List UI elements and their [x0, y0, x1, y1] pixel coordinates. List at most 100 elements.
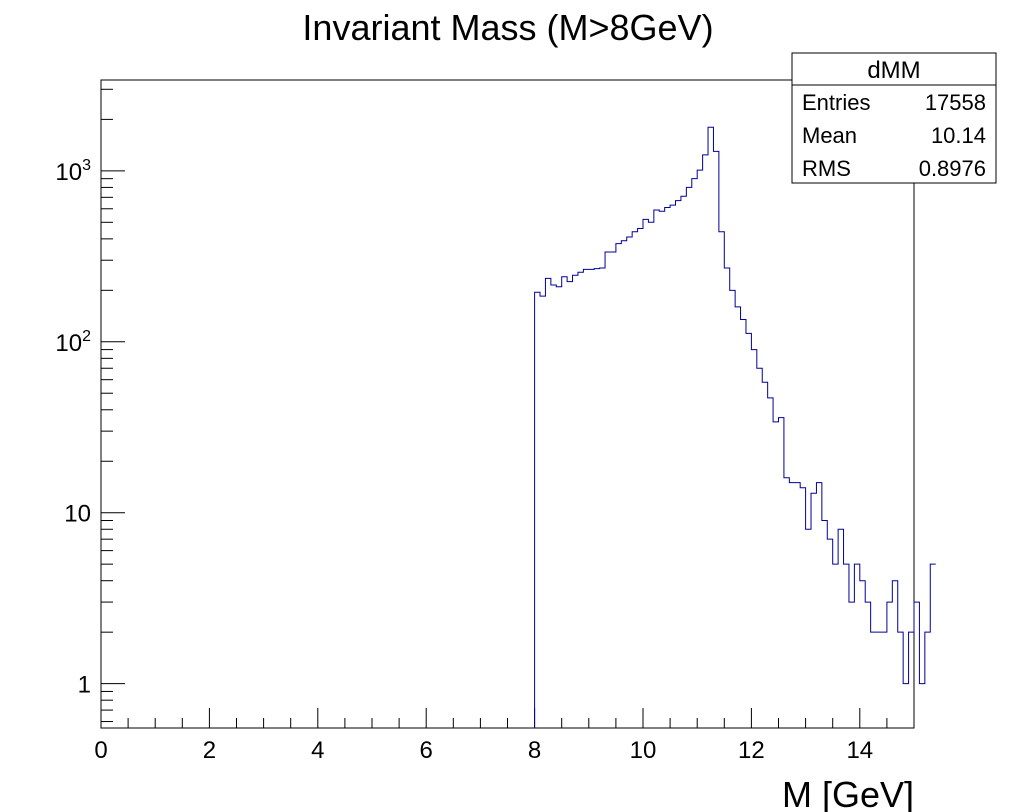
histogram-bin [833, 564, 838, 728]
histogram-bin [806, 529, 811, 728]
histogram-bin [827, 539, 832, 728]
stats-box: dMM Entries 17558 Mean 10.14 RMS 0.8976 [791, 52, 997, 184]
histogram-bin [741, 319, 746, 728]
histogram-bin [535, 292, 540, 728]
histogram-bin [697, 170, 702, 728]
histogram-bin [751, 350, 756, 728]
histogram-bin [860, 581, 865, 728]
x-tick-label: 6 [420, 737, 433, 764]
y-axis-ticks [101, 88, 125, 723]
x-tick-label: 10 [630, 737, 657, 764]
stats-mean-value: 10.14 [931, 123, 986, 148]
histogram-bin [578, 272, 583, 728]
histogram-bin [676, 201, 681, 728]
histogram-bin [638, 228, 643, 728]
histogram-bin [800, 488, 805, 728]
histogram-bin [719, 232, 724, 728]
histogram-bin [708, 127, 713, 728]
x-tick-label: 2 [203, 737, 216, 764]
stats-rms-label: RMS [802, 156, 851, 181]
histogram-bin [773, 422, 778, 728]
histogram-bin [551, 285, 556, 728]
histogram-bin [627, 237, 632, 728]
x-tick-label: 0 [94, 737, 107, 764]
x-tick-label: 12 [738, 737, 765, 764]
histogram-bin [621, 241, 626, 728]
histogram-bin [903, 684, 908, 728]
histogram-bin [724, 268, 729, 728]
y-tick-label: 103 [55, 157, 91, 186]
x-tick-label: 4 [311, 737, 324, 764]
histogram-bin [600, 268, 605, 728]
histogram-bin [665, 208, 670, 728]
histogram-bin [871, 632, 876, 728]
histogram-bin [573, 275, 578, 728]
histogram-bin [762, 382, 767, 728]
histogram-bin [681, 196, 686, 728]
histogram-bin [919, 684, 924, 728]
histogram-bin [816, 483, 821, 728]
histogram-bin [909, 632, 914, 728]
histogram-bin [670, 205, 675, 728]
histogram-bin [654, 210, 659, 728]
histogram-bin [589, 269, 594, 728]
histogram-bin [881, 632, 886, 728]
histogram-bin [925, 632, 930, 728]
histogram-bin [789, 483, 794, 728]
histogram-bin [545, 278, 550, 728]
stats-box-name: dMM [867, 57, 920, 84]
histogram-bin [822, 521, 827, 728]
stats-entries-label: Entries [802, 90, 870, 115]
histogram-series-line [534, 126, 936, 728]
histogram-bin [795, 483, 800, 728]
stats-box-frame [791, 52, 997, 184]
histogram-bin [643, 219, 648, 728]
histogram-bin [849, 602, 854, 728]
histogram-bin [632, 232, 637, 728]
histogram-bin [540, 296, 545, 728]
histogram-bin [735, 307, 740, 728]
stats-rms-value: 0.8976 [919, 156, 986, 181]
histogram-bin [605, 252, 610, 728]
histogram-bin [648, 222, 653, 728]
histogram-bin [686, 187, 691, 728]
histogram-bin [914, 602, 919, 728]
histogram-bin [784, 478, 789, 728]
histogram-bin [713, 151, 718, 728]
histogram-bin [583, 269, 588, 728]
histogram-bin [930, 564, 935, 728]
histogram-bin [567, 282, 572, 728]
x-axis-tick-labels: 0 2 4 6 8 10 12 14 [94, 737, 873, 764]
histogram-bin [779, 418, 784, 728]
histogram-bin [811, 493, 816, 728]
x-axis-ticks [100, 708, 915, 728]
histogram-bin [757, 368, 762, 728]
histogram-bin [562, 277, 567, 728]
histogram-bin [838, 529, 843, 728]
histogram-bin [887, 602, 892, 728]
histogram-bin [876, 632, 881, 728]
stats-entries-value: 17558 [925, 90, 986, 115]
histogram-bin [898, 632, 903, 728]
chart-title: Invariant Mass (M>8GeV) [302, 7, 713, 48]
histogram-bin [768, 398, 773, 728]
histogram-bin [692, 179, 697, 728]
histogram-bin [865, 602, 870, 728]
x-tick-label: 14 [846, 737, 873, 764]
histogram-bin [594, 269, 599, 728]
x-tick-label: 8 [528, 737, 541, 764]
histogram-bins [535, 127, 936, 728]
histogram-bin [610, 252, 615, 728]
histogram-bin [703, 155, 708, 728]
x-axis-label: M [GeV] [782, 774, 914, 812]
y-tick-label: 10 [64, 501, 91, 528]
histogram-bin [746, 333, 751, 728]
stats-mean-label: Mean [802, 123, 857, 148]
histogram-bin [659, 211, 664, 728]
histogram-bin [892, 581, 897, 728]
histogram-bin [854, 564, 859, 728]
histogram-bin [844, 564, 849, 728]
y-tick-label: 102 [55, 328, 91, 357]
